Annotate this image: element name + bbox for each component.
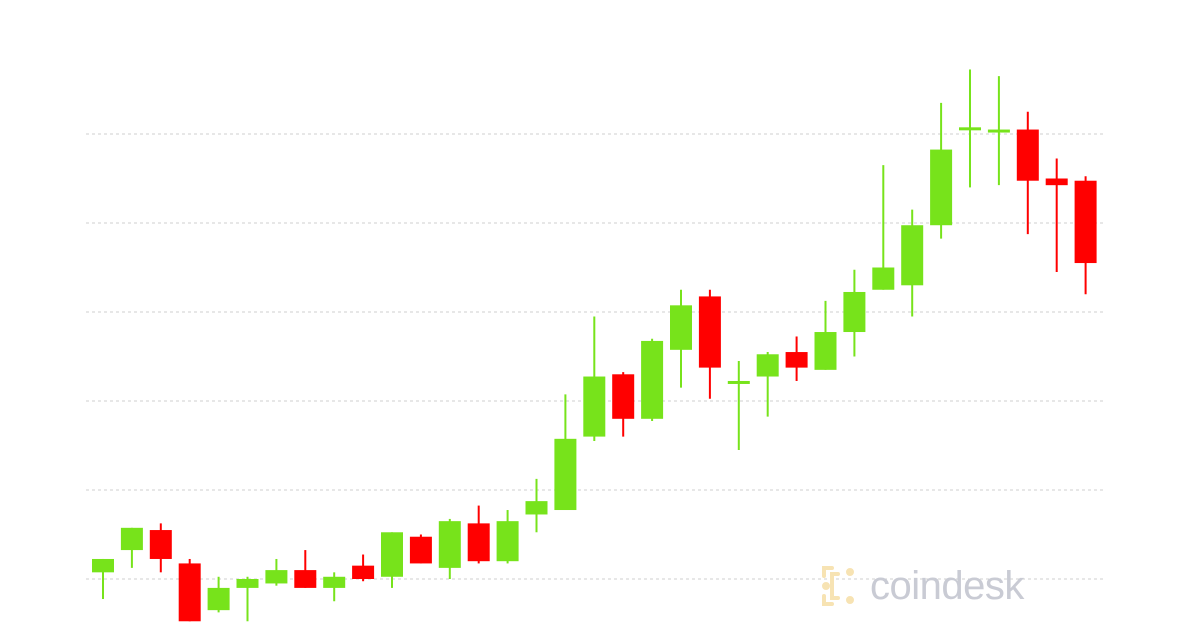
candle-29-body — [930, 149, 953, 226]
candle-7-body — [294, 570, 317, 588]
candle-28 — [901, 209, 924, 317]
candle-8-body — [323, 576, 346, 588]
candle-8 — [323, 572, 346, 602]
candle-32 — [1016, 111, 1039, 235]
candle-24-body — [785, 352, 808, 368]
candle-4 — [207, 576, 230, 613]
candle-24 — [785, 336, 808, 381]
candle-5 — [236, 576, 259, 622]
candle-15-body — [525, 501, 548, 515]
candle-6 — [265, 558, 288, 586]
candle-21 — [698, 289, 721, 399]
candle-14 — [496, 510, 519, 564]
candle-12-body — [438, 521, 461, 568]
candle-17-body — [583, 376, 606, 437]
candle-11-body — [409, 536, 432, 564]
candle-11 — [409, 534, 432, 564]
candle-16 — [554, 394, 577, 511]
candle-22-body — [727, 380, 750, 384]
watermark-text: coindesk — [870, 564, 1024, 608]
coindesk-bracket-logo-icon — [822, 566, 854, 606]
candle-9 — [352, 554, 375, 582]
candle-18 — [612, 372, 635, 437]
candle-27-body — [872, 267, 895, 290]
candle-9-body — [352, 565, 375, 579]
candle-29 — [930, 102, 953, 239]
candle-25 — [814, 300, 837, 370]
candle-7 — [294, 550, 317, 588]
candle-30 — [959, 69, 981, 188]
candle-28-body — [901, 225, 924, 286]
candle-33 — [1045, 158, 1068, 272]
candle-20-body — [670, 305, 692, 350]
candle-3 — [178, 558, 201, 622]
candle-0-body — [92, 558, 114, 573]
candle-1-body — [120, 527, 143, 551]
candle-18-body — [612, 374, 635, 419]
candle-14-body — [496, 521, 519, 562]
candle-10 — [381, 532, 403, 588]
candle-13 — [467, 505, 490, 564]
candle-0 — [92, 558, 114, 600]
candle-19-body — [641, 340, 664, 419]
candle-31-body — [987, 129, 1010, 133]
candle-23-body — [756, 354, 779, 377]
candle-32-body — [1016, 129, 1039, 181]
candle-5-body — [236, 579, 259, 588]
candle-20 — [670, 289, 692, 388]
candle-3-body — [178, 563, 201, 622]
candle-17 — [583, 316, 606, 442]
candle-16-body — [554, 438, 577, 511]
candle-19 — [641, 338, 664, 422]
candle-27 — [872, 165, 895, 290]
coindesk-watermark: coindesk — [818, 560, 1024, 612]
candle-30-body — [959, 127, 981, 131]
candle-23 — [756, 352, 779, 417]
candle-2-body — [149, 530, 172, 559]
candle-22 — [727, 360, 750, 450]
candle-26-body — [843, 291, 866, 333]
candle-6-body — [265, 570, 288, 584]
candle-21-body — [698, 296, 721, 368]
candle-31 — [987, 76, 1010, 186]
candle-13-body — [467, 523, 490, 562]
candle-12 — [438, 518, 461, 579]
candle-33-body — [1045, 178, 1068, 186]
candle-26 — [843, 269, 866, 357]
candle-15 — [525, 478, 548, 533]
candle-2 — [149, 523, 172, 573]
candles — [92, 69, 1097, 622]
candle-4-body — [207, 587, 230, 611]
candle-25-body — [814, 332, 837, 370]
candle-34-body — [1074, 180, 1097, 264]
candle-1 — [120, 527, 143, 568]
candle-10-body — [381, 532, 403, 577]
candle-34 — [1074, 176, 1097, 295]
